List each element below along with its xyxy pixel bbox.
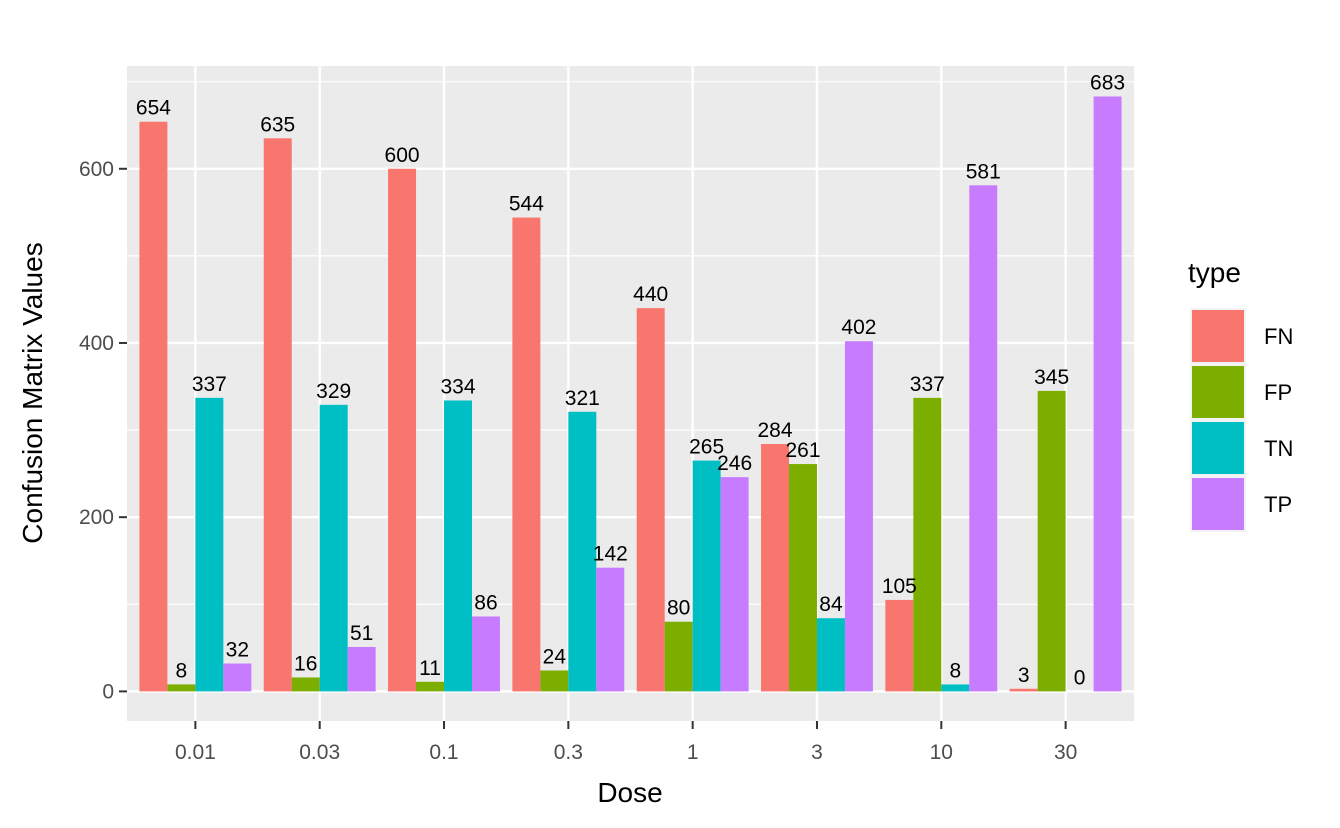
data-label-FP-30: 345	[1034, 366, 1069, 389]
legend-label-FP: FP	[1264, 380, 1292, 405]
legend-title: type	[1188, 257, 1241, 288]
bar-FP-1	[664, 621, 693, 692]
bar-TN-1	[692, 460, 721, 692]
legend-swatch-TN	[1192, 422, 1244, 474]
bar-TN-0.01	[195, 397, 224, 692]
bar-FN-0.1	[388, 168, 417, 692]
bar-FN-30	[1009, 688, 1038, 692]
data-label-TP-1: 246	[717, 452, 752, 475]
y-tick-label: 0	[102, 680, 114, 703]
x-tick-label: 30	[1054, 741, 1077, 764]
y-axis-title: Confusion Matrix Values	[17, 242, 48, 543]
x-tick-label: 1	[687, 741, 699, 764]
bar-TP-0.1	[471, 616, 500, 692]
data-label-FN-0.03: 635	[260, 113, 295, 136]
bars	[139, 96, 1122, 692]
data-label-TN-3: 84	[819, 593, 843, 616]
data-label-FP-3: 261	[785, 439, 820, 462]
data-label-TN-10: 8	[949, 659, 961, 682]
axes: 0 200 400 600 0.01 0.03 0.1 0.3 1 3 10 30	[79, 158, 1077, 764]
data-label-TN-0.03: 329	[316, 380, 351, 403]
bar-FP-0.3	[540, 670, 569, 692]
bar-FP-10	[913, 397, 942, 692]
x-tick-label: 3	[811, 741, 823, 764]
legend-swatch-FN	[1192, 310, 1244, 362]
bar-FP-3	[789, 464, 817, 692]
x-tick-label: 10	[930, 741, 953, 764]
data-label-FN-0.3: 544	[509, 193, 544, 216]
data-label-FP-0.03: 16	[294, 652, 317, 675]
legend: type FN FP TN TP	[1188, 257, 1293, 532]
bar-FP-0.03	[291, 677, 320, 692]
data-label-TP-0.3: 142	[593, 543, 628, 566]
legend-label-FN: FN	[1264, 324, 1293, 349]
data-label-TN-0.1: 334	[440, 375, 475, 398]
x-axis-title: Dose	[597, 777, 662, 808]
bar-FP-0.01	[167, 684, 196, 692]
x-tick-label: 0.03	[299, 741, 340, 764]
legend-swatch-FP	[1192, 366, 1244, 418]
data-label-TN-0.01: 337	[192, 373, 227, 396]
data-label-FN-0.01: 654	[136, 97, 171, 120]
data-label-FN-10: 105	[882, 575, 917, 598]
bar-FN-0.3	[512, 217, 541, 692]
y-tick-label: 400	[79, 332, 114, 355]
data-label-FP-0.1: 11	[419, 657, 441, 680]
data-label-FN-3: 284	[757, 419, 792, 442]
bar-TN-10	[941, 684, 970, 692]
data-label-FP-1: 80	[667, 597, 690, 620]
data-label-TP-10: 581	[966, 160, 1001, 183]
x-tick-label: 0.01	[175, 741, 216, 764]
bar-FN-10	[885, 599, 914, 692]
bar-TN-3	[816, 618, 845, 692]
data-label-FP-10: 337	[910, 373, 945, 396]
data-label-FP-0.01: 8	[176, 659, 188, 682]
bar-TN-0.3	[568, 411, 597, 692]
x-tick-label: 0.3	[554, 741, 583, 764]
bar-TP-10	[969, 185, 998, 692]
legend-swatch-TP	[1192, 478, 1244, 530]
y-tick-label: 200	[79, 506, 114, 529]
bar-FN-0.03	[263, 138, 292, 692]
data-label-FN-30: 3	[1018, 664, 1030, 687]
data-label-TN-0.3: 321	[565, 387, 600, 410]
bar-TP-0.01	[223, 663, 252, 692]
bar-TP-30	[1093, 96, 1122, 692]
bar-FN-0.01	[139, 121, 168, 692]
data-label-TP-0.03: 51	[350, 622, 373, 645]
data-label-TN-1: 265	[689, 436, 724, 459]
data-labels: 654 8 337 32 635 16 329 51 600 11 334 86 544 24 321 142…	[136, 71, 1125, 689]
data-label-TN-30: 0	[1074, 666, 1086, 689]
bar-TN-0.03	[319, 404, 348, 692]
plot-panel	[127, 66, 1134, 721]
data-label-FN-1: 440	[633, 283, 668, 306]
data-label-TP-30: 683	[1090, 71, 1125, 94]
bar-TP-0.3	[596, 567, 625, 692]
data-label-FP-0.3: 24	[543, 645, 567, 668]
bar-TN-0.1	[444, 400, 472, 692]
bar-FP-30	[1037, 390, 1066, 692]
bar-TP-3	[844, 341, 873, 692]
bar-TP-0.03	[347, 646, 376, 692]
x-tick-label: 0.1	[429, 741, 458, 764]
bar-FP-0.1	[416, 681, 445, 692]
data-label-FN-0.1: 600	[385, 144, 420, 167]
data-label-TP-0.1: 86	[474, 591, 497, 614]
data-label-TP-0.01: 32	[226, 639, 249, 662]
legend-label-TN: TN	[1264, 436, 1293, 461]
bar-FN-3	[761, 444, 790, 692]
y-tick-label: 600	[79, 158, 114, 181]
bar-FN-1	[636, 308, 665, 692]
data-label-TP-3: 402	[841, 316, 876, 339]
bar-TP-1	[720, 477, 749, 692]
legend-label-TP: TP	[1264, 492, 1292, 517]
